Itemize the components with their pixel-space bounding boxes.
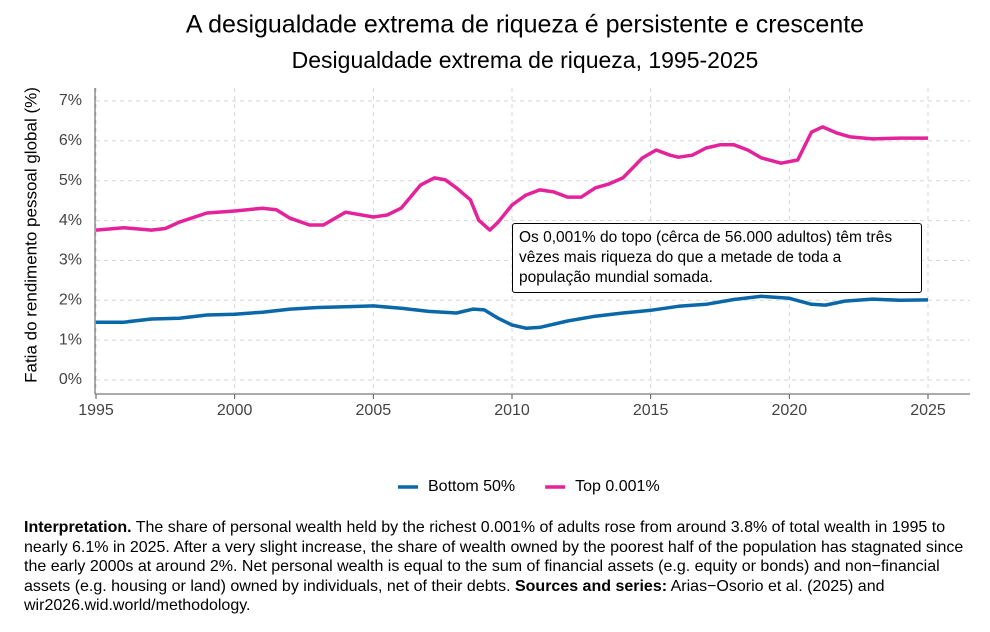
y-tick-label: 5% [59, 172, 82, 189]
x-tick-label: 1995 [78, 402, 114, 419]
footnote-label: Interpretation. [24, 519, 132, 536]
x-tick-label: 2015 [633, 402, 669, 419]
y-tick-label: 3% [59, 252, 82, 269]
series-line [95, 125, 928, 232]
y-tick-label: 4% [59, 212, 82, 229]
footnote: Interpretation. The share of personal we… [24, 518, 974, 616]
sources-text: Arias−Osorio et al. (2025) and wir2026.w… [24, 577, 885, 615]
y-axis-label: Fatia do rendimento pessoal global (%) [21, 87, 40, 383]
series-line [96, 294, 929, 330]
chart-title: A desigualdade extrema de riqueza é pers… [186, 11, 864, 39]
legend-label: Bottom 50% [428, 478, 515, 495]
y-tick-label: 0% [59, 371, 82, 388]
annotation: Os 0,001% do topo (cêrca de 56.000 adult… [512, 223, 922, 293]
y-tick-label: 7% [59, 92, 82, 109]
x-tick-label: 2010 [494, 402, 530, 419]
y-tick-label: 2% [59, 292, 82, 309]
footnote-text: The share of personal wealth held by the… [24, 519, 964, 595]
x-tick-label: 2005 [356, 402, 392, 419]
x-tick-label: 2025 [910, 402, 946, 419]
y-tick-label: 6% [59, 132, 82, 149]
chart-subtitle: Desigualdade extrema de riqueza, 1995-20… [292, 47, 759, 73]
x-tick-label: 2020 [772, 402, 808, 419]
y-tick-label: 1% [59, 331, 82, 348]
sources-label: Sources and series: [514, 577, 668, 595]
x-tick-label: 2000 [217, 402, 253, 419]
legend-label: Top 0.001% [575, 478, 660, 495]
